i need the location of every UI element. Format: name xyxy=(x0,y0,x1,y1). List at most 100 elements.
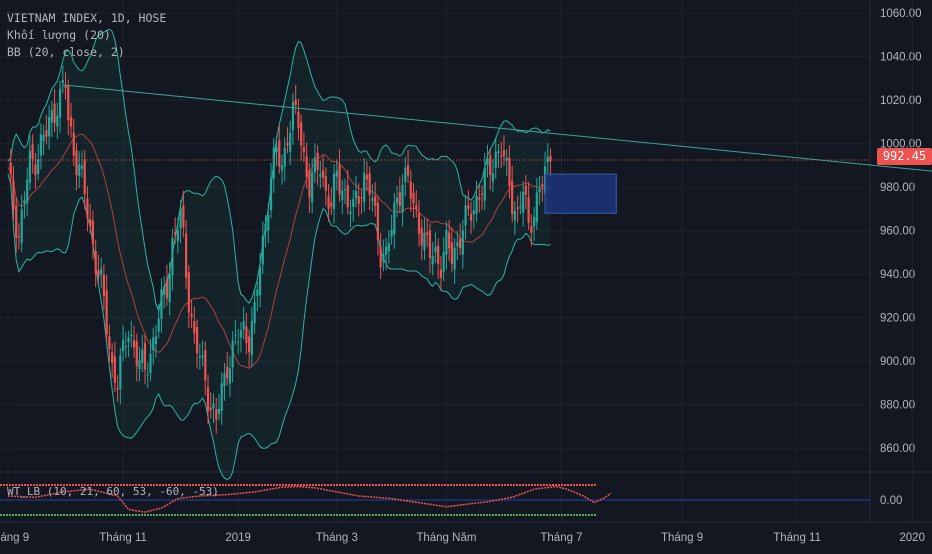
candle-body xyxy=(100,268,103,275)
candle-body xyxy=(428,230,432,259)
candle-body xyxy=(83,159,86,195)
candle-body xyxy=(31,144,34,159)
candle-body xyxy=(190,313,193,317)
candle-body xyxy=(272,147,275,179)
candle-body xyxy=(168,274,171,303)
candle-body xyxy=(324,176,327,191)
candle-body xyxy=(228,368,232,384)
candle-body xyxy=(223,373,226,387)
candle-body xyxy=(302,146,306,153)
y-tick-label: 1020.00 xyxy=(880,95,922,107)
candle-body xyxy=(294,99,297,106)
candle-body xyxy=(461,230,464,255)
candle-body xyxy=(113,356,116,384)
candle-body xyxy=(313,157,316,173)
candle-body xyxy=(163,286,166,295)
candle-body xyxy=(395,197,399,204)
candle-body xyxy=(475,195,478,214)
candle-body xyxy=(415,204,418,210)
candle-body xyxy=(237,341,240,343)
candle-body xyxy=(185,233,188,278)
candle-body xyxy=(132,340,136,348)
candle-body xyxy=(269,177,273,211)
candle-body xyxy=(516,207,519,209)
candle-body xyxy=(280,165,284,171)
x-tick-label: Tháng 3 xyxy=(316,532,358,544)
candle-body xyxy=(217,408,221,414)
candle-body xyxy=(89,219,92,226)
candle-body xyxy=(500,155,503,157)
candle-body xyxy=(58,88,62,118)
x-tick-label: Tháng 11 xyxy=(99,532,147,544)
y-tick-label: 960.00 xyxy=(880,226,915,238)
volume-legend[interactable]: Khối lượng (20) xyxy=(7,28,111,42)
candle-body xyxy=(346,185,349,208)
candle-body xyxy=(439,269,443,278)
candle-body xyxy=(283,147,286,167)
candle-body xyxy=(97,270,100,277)
candle-body xyxy=(152,337,155,351)
candle-body xyxy=(524,185,527,196)
candle-body xyxy=(248,336,251,353)
candle-body xyxy=(204,350,207,381)
candle-body xyxy=(239,330,242,338)
candle-body xyxy=(376,202,379,241)
x-tick-label: Tháng 9 xyxy=(0,532,29,544)
candle-body xyxy=(50,110,53,123)
candle-body xyxy=(478,197,481,200)
candle-body xyxy=(450,242,453,264)
candle-body xyxy=(327,196,330,209)
y-tick-label: 1000.00 xyxy=(880,139,922,151)
candle-body xyxy=(226,366,229,379)
candle-body xyxy=(371,198,374,201)
candle-body xyxy=(220,383,223,411)
candle-body xyxy=(505,157,508,161)
candle-body xyxy=(127,337,130,343)
x-tick-label: Tháng 7 xyxy=(540,532,582,544)
candle-body xyxy=(423,232,426,251)
candle-body xyxy=(28,150,32,183)
last-price-label: 992.45 xyxy=(877,148,932,165)
candle-body xyxy=(135,341,138,367)
candle-body xyxy=(212,403,215,409)
candle-body xyxy=(111,352,114,364)
candle-body xyxy=(17,236,21,238)
bb-legend[interactable]: BB (20, close, 2) xyxy=(7,45,125,59)
candle-body xyxy=(264,223,267,233)
candle-body xyxy=(459,238,462,249)
candle-body xyxy=(94,251,97,274)
candle-body xyxy=(261,236,264,265)
candle-body xyxy=(234,335,237,337)
candle-body xyxy=(80,165,84,169)
candle-body xyxy=(53,103,56,124)
wt-legend[interactable]: WT_LB (10, 21, 60, 53, -60, -53) xyxy=(7,485,219,498)
osc-tick-label: 0.00 xyxy=(880,495,902,507)
candle-body xyxy=(409,181,412,199)
target-box xyxy=(544,173,617,214)
candle-body xyxy=(445,229,448,255)
candle-body xyxy=(275,147,278,153)
candle-body xyxy=(176,230,179,242)
candle-body xyxy=(412,192,415,204)
candle-body xyxy=(165,279,169,299)
candle-body xyxy=(37,159,40,174)
candle-body xyxy=(286,142,289,146)
candle-body xyxy=(365,174,369,180)
candle-body xyxy=(20,209,23,244)
symbol-legend[interactable]: VIETNAM INDEX, 1D, HOSE xyxy=(7,11,167,25)
candle-body xyxy=(335,170,338,177)
y-tick-label: 1060.00 xyxy=(880,8,922,20)
candle-body xyxy=(420,227,423,246)
candle-body xyxy=(267,215,270,231)
candle-body xyxy=(23,200,26,204)
candle-body xyxy=(105,290,108,335)
candle-body xyxy=(91,220,95,245)
bb-fill xyxy=(8,29,551,480)
candle-body xyxy=(343,189,347,191)
bb-upper-line xyxy=(7,28,551,313)
candle-body xyxy=(154,336,158,345)
candle-body xyxy=(456,242,459,247)
trend-line xyxy=(62,84,932,172)
